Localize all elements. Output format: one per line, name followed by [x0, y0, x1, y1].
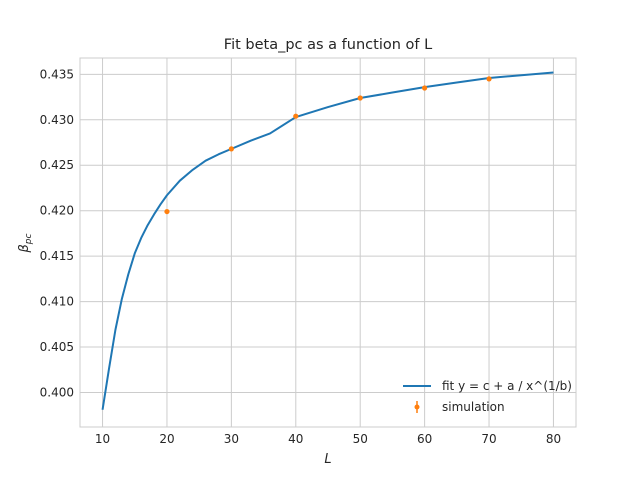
y-tick-label: 0.430	[40, 113, 74, 127]
y-axis-label-main: β	[17, 244, 32, 253]
simulation-point	[486, 76, 492, 82]
grid	[80, 58, 576, 427]
y-tick-label: 0.420	[40, 204, 74, 218]
fit-series-line	[101, 71, 554, 410]
simulation-point	[422, 85, 428, 91]
y-tick-label: 0.415	[40, 249, 74, 263]
plot-frame	[79, 57, 577, 428]
y-tick-label: 0.435	[40, 67, 74, 81]
x-tick-label: 40	[288, 432, 303, 446]
legend-simulation-label: simulation	[442, 400, 505, 414]
y-tick-label: 0.400	[40, 385, 74, 399]
y-axis-label-sub: pc	[24, 233, 34, 245]
legend-simulation-marker	[414, 404, 420, 410]
x-tick-label: 10	[95, 432, 110, 446]
y-tick-label: 0.405	[40, 340, 74, 354]
legend: fit y = c + a / x^(1/b) simulation	[403, 379, 572, 414]
chart-title: Fit beta_pc as a function of L	[224, 37, 432, 53]
simulation-point	[228, 146, 234, 152]
y-tick-label: 0.425	[40, 158, 74, 172]
x-tick-label: 20	[159, 432, 174, 446]
simulation-point	[164, 208, 170, 215]
tick-labels: 10 20 30 40 50 60 70 80 0.400 0.405 0.410 0.415 0.42…	[40, 67, 561, 446]
x-tick-label: 60	[417, 432, 432, 446]
y-tick-label: 0.410	[40, 295, 74, 309]
legend-fit-label: fit y = c + a / x^(1/b)	[442, 379, 572, 393]
simulation-point	[357, 95, 363, 101]
series-layer	[101, 71, 554, 410]
x-axis-label: L	[324, 452, 331, 467]
x-tick-label: 50	[353, 432, 368, 446]
y-axis-label: βpc	[17, 233, 34, 253]
simulation-point	[293, 113, 299, 119]
x-tick-label: 30	[224, 432, 239, 446]
x-tick-label: 70	[481, 432, 496, 446]
x-tick-label: 80	[546, 432, 561, 446]
plot-area	[80, 58, 576, 427]
